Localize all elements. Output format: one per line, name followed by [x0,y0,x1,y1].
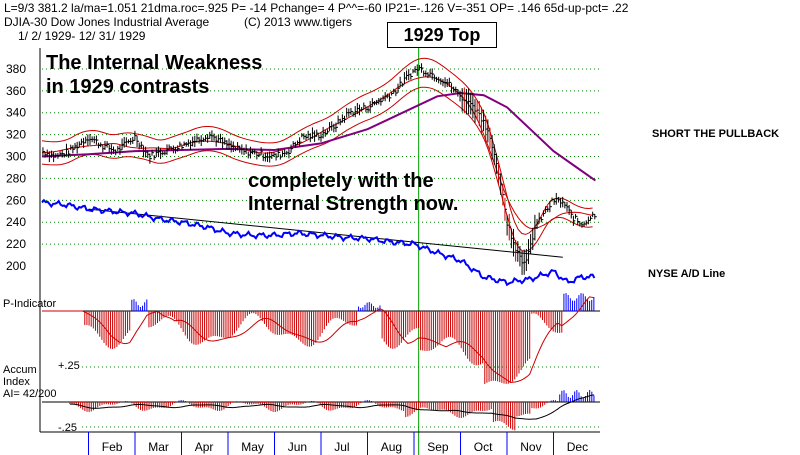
weakness-annotation-line1: The Internal Weakness [46,52,263,74]
short-pullback-label: SHORT THE PULLBACK [652,128,780,140]
x-tick-label-Apr: Apr [195,440,214,454]
x-tick-label-Mar: Mar [148,440,169,454]
header-stats: L=9/3 381.2 la/ma=1.051 21dma.roc=.925 P… [4,1,629,15]
y-tick-label-300: 300 [6,150,26,164]
header-copyright: (C) 2013 www.tigers [244,15,353,29]
x-tick-label-Aug: Aug [381,440,402,454]
y-tick-label-260: 260 [6,193,26,207]
x-tick-label-Nov: Nov [520,440,541,454]
x-tick-label-Feb: Feb [102,440,123,454]
chart-grid [42,42,600,455]
accum-label-3: AI= 42/200 [3,388,57,400]
strength-annotation-line1: completely with the [248,170,434,192]
x-tick-label-May: May [241,440,264,454]
y-tick-label-320: 320 [6,128,26,142]
y-tick-label-360: 360 [6,84,26,98]
nyse-ad-label: NYSE A/D Line [648,268,726,280]
accum-minus-label: -.25 [58,422,77,434]
x-tick-label-Jun: Jun [288,440,307,454]
indicator-histograms [42,293,595,431]
x-tick-label-Jul: Jul [334,440,349,454]
price-bars [42,63,597,275]
header-date-range: 1/ 2/ 1929- 12/ 31/ 1929 [18,29,146,43]
y-tick-label-340: 340 [6,106,26,120]
accum-plus-label: +.25 [58,360,80,372]
accum-ma-line [69,394,595,420]
y-tick-label-240: 240 [6,215,26,229]
header-title: DJIA-30 Dow Jones Industrial Average [4,15,210,29]
weakness-annotation-line2: in 1929 contrasts [46,76,210,98]
upper-band-line [41,57,593,235]
x-tick-label-Oct: Oct [474,440,493,454]
nyse-ad-line [41,198,596,287]
strength-annotation-line2: Internal Strength now. [248,193,459,215]
accum-label-2: Index [3,376,30,388]
p-indicator-ma-line [42,296,594,383]
p-indicator-label: P-Indicator [3,298,57,310]
chart-axes: 200 220 240 260 280 300 320 340 360 380 Feb Mar Apr M… [6,48,600,455]
slow-ma-line [41,91,596,182]
y-tick-label-220: 220 [6,237,26,251]
x-tick-label-Sep: Sep [427,440,449,454]
y-tick-label-380: 380 [6,62,26,76]
y-tick-label-200: 200 [6,259,26,273]
x-tick-label-Dec: Dec [567,440,588,454]
y-tick-label-280: 280 [6,171,26,185]
top-1929-label: 1929 Top [387,22,497,48]
accum-label-1: Accum [3,364,37,376]
